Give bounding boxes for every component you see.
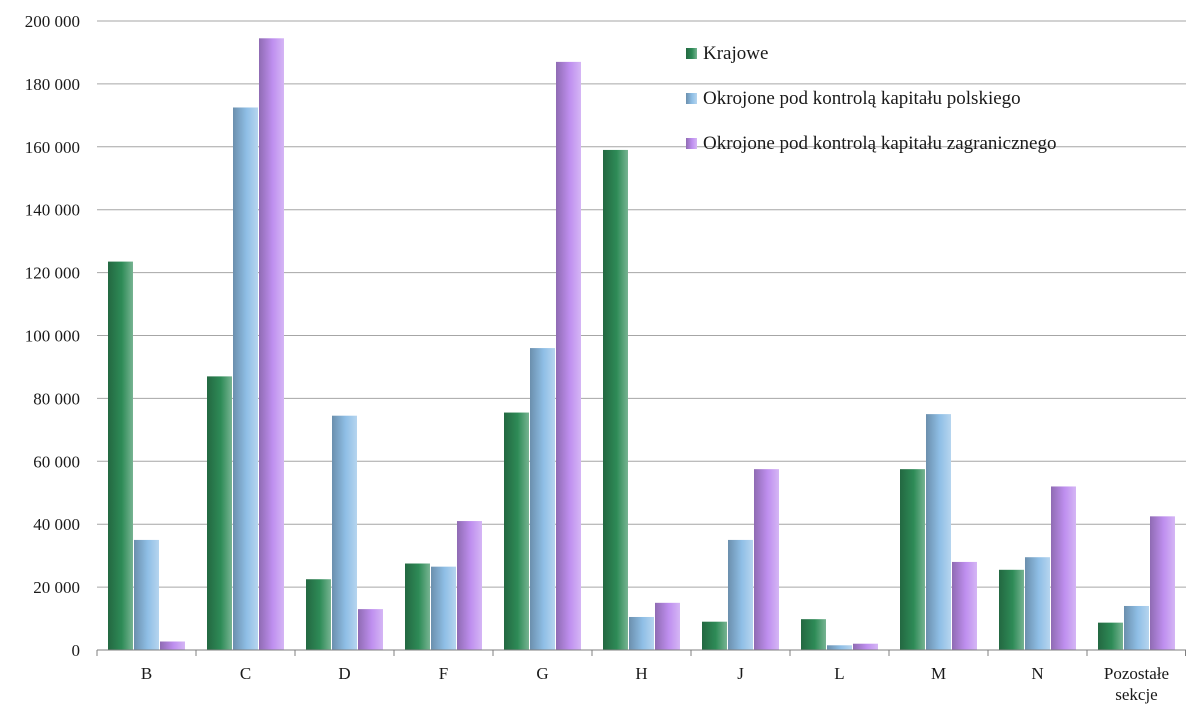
x-category-label: H [635, 664, 647, 683]
bar-2-2 [358, 609, 383, 650]
legend-label: Krajowe [703, 43, 768, 64]
y-tick-label: 0 [72, 641, 81, 660]
legend-label: Okrojone pod kontrolą kapitału zagranicz… [703, 133, 1057, 154]
x-axis [96, 649, 1186, 656]
y-tick-label: 40 000 [33, 515, 80, 534]
bar-2-3 [457, 521, 482, 650]
y-tick-label: 180 000 [25, 75, 80, 94]
x-category-label: M [931, 664, 946, 683]
y-tick-label: 120 000 [25, 264, 80, 283]
bar-1-9 [1025, 557, 1050, 650]
y-tick-label: 200 000 [25, 12, 80, 31]
bar-1-8 [926, 414, 951, 650]
y-axis-tick-labels: 0 20 000 40 000 60 000 80 000 100 000 120 000 1… [25, 12, 80, 660]
bar-1-0 [134, 539, 159, 650]
bar-0-3 [405, 563, 430, 650]
x-category-label: L [834, 664, 844, 683]
legend-swatch [686, 48, 697, 59]
legend: Krajowe Okrojone pod kontrolą kapitału po… [686, 43, 1057, 154]
bar-0-5 [603, 149, 628, 650]
bars [108, 38, 1175, 651]
bar-0-4 [504, 412, 529, 650]
bar-2-5 [655, 602, 680, 650]
x-category-label: G [536, 664, 548, 683]
bar-2-6 [754, 469, 779, 650]
bar-0-0 [108, 261, 133, 650]
bar-0-1 [207, 376, 232, 650]
bar-2-4 [556, 61, 581, 650]
bar-2-10 [1150, 516, 1175, 650]
x-category-label: C [240, 664, 251, 683]
bar-0-2 [306, 579, 331, 650]
bar-0-9 [999, 569, 1024, 650]
y-tick-label: 140 000 [25, 201, 80, 220]
bar-2-9 [1051, 486, 1076, 650]
bar-2-8 [952, 561, 977, 650]
y-tick-label: 80 000 [33, 389, 80, 408]
y-tick-label: 20 000 [33, 578, 80, 597]
x-category-label: F [439, 664, 448, 683]
x-category-label: N [1031, 664, 1043, 683]
x-category-label: D [338, 664, 350, 683]
bar-1-2 [332, 415, 357, 650]
x-category-label: J [737, 664, 744, 683]
bar-2-0 [160, 641, 185, 650]
y-tick-label: 160 000 [25, 138, 80, 157]
bar-1-10 [1124, 605, 1149, 650]
y-tick-label: 100 000 [25, 327, 80, 346]
y-tick-label: 60 000 [33, 452, 80, 471]
legend-swatch [686, 138, 697, 149]
bar-1-7 [827, 645, 852, 650]
bar-1-4 [530, 348, 555, 650]
legend-label: Okrojone pod kontrolą kapitału polskiego [703, 88, 1021, 109]
bar-2-7 [853, 643, 878, 650]
x-axis-category-labels: B C D F G H J L M N Pozostałe sekcje [141, 664, 1169, 704]
bar-1-6 [728, 539, 753, 650]
bar-1-1 [233, 107, 258, 651]
x-category-label: B [141, 664, 152, 683]
bar-1-5 [629, 616, 654, 650]
x-category-label: Pozostałe sekcje [1104, 664, 1169, 704]
bar-0-7 [801, 619, 826, 650]
bar-2-1 [259, 38, 284, 651]
legend-swatch [686, 93, 697, 104]
bar-0-6 [702, 621, 727, 650]
bar-1-3 [431, 566, 456, 650]
bar-0-8 [900, 469, 925, 650]
bar-0-10 [1098, 622, 1123, 650]
